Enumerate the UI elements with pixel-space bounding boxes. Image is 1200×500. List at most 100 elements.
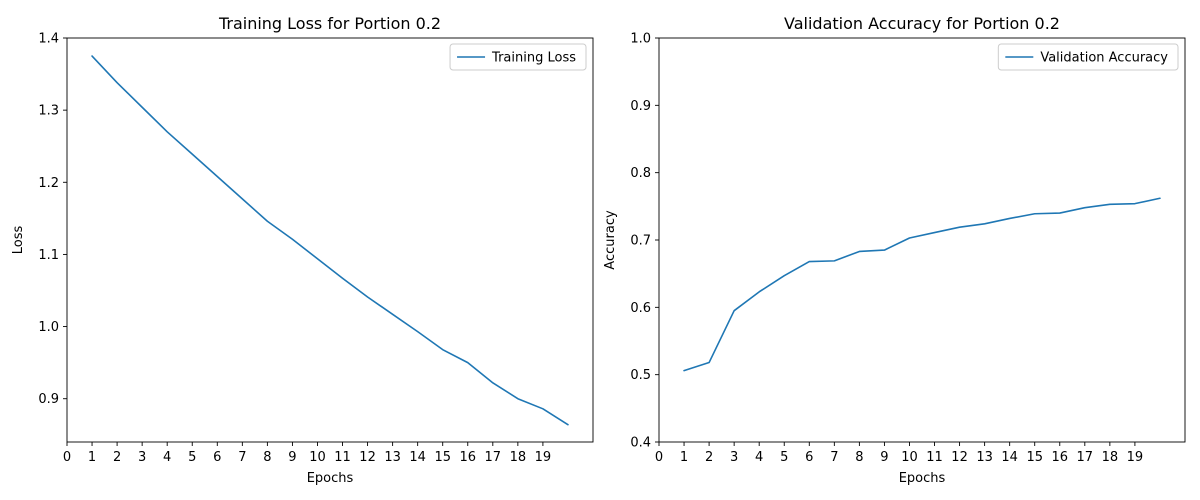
x-tick-label: 12 <box>359 450 376 465</box>
data-point <box>1034 213 1036 215</box>
x-tick-label: 16 <box>1051 450 1068 465</box>
y-tick-label: 1.3 <box>38 104 59 119</box>
data-point <box>216 176 218 178</box>
data-point <box>166 131 168 133</box>
x-tick-label: 12 <box>951 450 968 465</box>
x-tick-label: 14 <box>1001 450 1018 465</box>
y-tick-label: 0.6 <box>630 301 651 316</box>
data-point <box>542 408 544 410</box>
data-point <box>91 55 93 57</box>
y-axis-label: Loss <box>11 226 26 255</box>
x-tick-label: 1 <box>680 450 688 465</box>
y-tick-label: 1.0 <box>630 32 651 47</box>
x-tick-label: 6 <box>213 450 221 465</box>
y-tick-label: 0.8 <box>630 166 651 181</box>
x-tick-label: 3 <box>138 450 146 465</box>
x-tick-label: 5 <box>188 450 196 465</box>
x-tick-label: 13 <box>976 450 993 465</box>
data-point <box>1109 203 1111 205</box>
x-tick-label: 4 <box>163 450 171 465</box>
legend-label: Validation Accuracy <box>1040 51 1168 66</box>
x-tick-label: 0 <box>63 450 71 465</box>
data-point <box>683 370 685 372</box>
x-tick-label: 19 <box>535 450 552 465</box>
legend: Validation Accuracy <box>997 43 1179 71</box>
legend-label: Training Loss <box>491 51 576 66</box>
y-tick-label: 1.0 <box>38 320 59 335</box>
data-point <box>442 349 444 351</box>
data-point <box>417 331 419 333</box>
x-tick-label: 7 <box>238 450 246 465</box>
data-point <box>733 310 735 312</box>
data-point <box>1134 203 1136 205</box>
y-tick-label: 1.4 <box>38 32 59 47</box>
data-point <box>959 226 961 228</box>
data-point <box>708 362 710 364</box>
data-point <box>1084 207 1086 209</box>
x-tick-label: 17 <box>1077 450 1094 465</box>
x-tick-label: 13 <box>384 450 401 465</box>
validation-accuracy-chart: Validation Accuracy for Portion 0.20 1 2 3 4… <box>603 14 1186 486</box>
data-point <box>342 277 344 279</box>
series-line-validation-accuracy <box>683 197 1161 372</box>
data-point <box>984 223 986 225</box>
data-point <box>934 232 936 234</box>
x-tick-label: 9 <box>880 450 888 465</box>
data-point <box>492 382 494 384</box>
x-tick-label: 2 <box>705 450 713 465</box>
data-point <box>883 249 885 251</box>
y-tick-label: 0.9 <box>630 99 651 114</box>
data-point <box>266 220 268 222</box>
data-point <box>392 313 394 315</box>
data-point <box>908 237 910 239</box>
x-tick-label: 6 <box>805 450 813 465</box>
x-tick-label: 18 <box>510 450 527 465</box>
x-tick-label: 4 <box>755 450 763 465</box>
y-tick-label: 1.1 <box>38 248 59 263</box>
x-tick-label: 15 <box>434 450 451 465</box>
x-tick-label: 11 <box>926 450 943 465</box>
data-point <box>783 275 785 277</box>
data-point <box>241 198 243 200</box>
y-tick-label: 0.9 <box>38 392 59 407</box>
x-tick-label: 19 <box>1127 450 1144 465</box>
x-tick-label: 10 <box>901 450 918 465</box>
x-tick-label: 1 <box>88 450 96 465</box>
data-point <box>858 250 860 252</box>
x-axis-label: Epochs <box>307 471 354 486</box>
y-tick-label: 0.5 <box>630 368 651 383</box>
data-point <box>758 291 760 293</box>
x-tick-label: 11 <box>334 450 351 465</box>
data-point <box>191 153 193 155</box>
data-point <box>833 260 835 262</box>
data-point <box>141 106 143 108</box>
chart-title: Validation Accuracy for Portion 0.2 <box>784 14 1060 33</box>
training-loss-chart: Training Loss for Portion 0.20 1 2 3 4 5 6 7 8 9 1… <box>11 14 594 486</box>
y-tick-label: 1.2 <box>38 176 59 191</box>
y-tick-label: 0.7 <box>630 234 651 249</box>
plot-area <box>66 37 594 443</box>
data-point <box>808 261 810 263</box>
x-tick-label: 14 <box>409 450 426 465</box>
x-tick-label: 2 <box>113 450 121 465</box>
data-point <box>316 258 318 260</box>
x-tick-label: 15 <box>1026 450 1043 465</box>
data-point <box>1059 212 1061 214</box>
x-tick-label: 17 <box>485 450 502 465</box>
x-tick-label: 5 <box>780 450 788 465</box>
chart-title: Training Loss for Portion 0.2 <box>218 14 441 33</box>
data-point <box>517 398 519 400</box>
x-tick-label: 18 <box>1102 450 1119 465</box>
x-tick-label: 7 <box>830 450 838 465</box>
data-point <box>1159 197 1161 199</box>
x-tick-label: 3 <box>730 450 738 465</box>
series-line-training-loss <box>91 55 569 426</box>
x-tick-label: 16 <box>459 450 476 465</box>
legend-box <box>997 43 1179 71</box>
x-tick-label: 8 <box>855 450 863 465</box>
x-tick-label: 10 <box>309 450 326 465</box>
y-tick-label: 0.4 <box>630 436 651 451</box>
x-axis-label: Epochs <box>899 471 946 486</box>
x-tick-label: 9 <box>288 450 296 465</box>
